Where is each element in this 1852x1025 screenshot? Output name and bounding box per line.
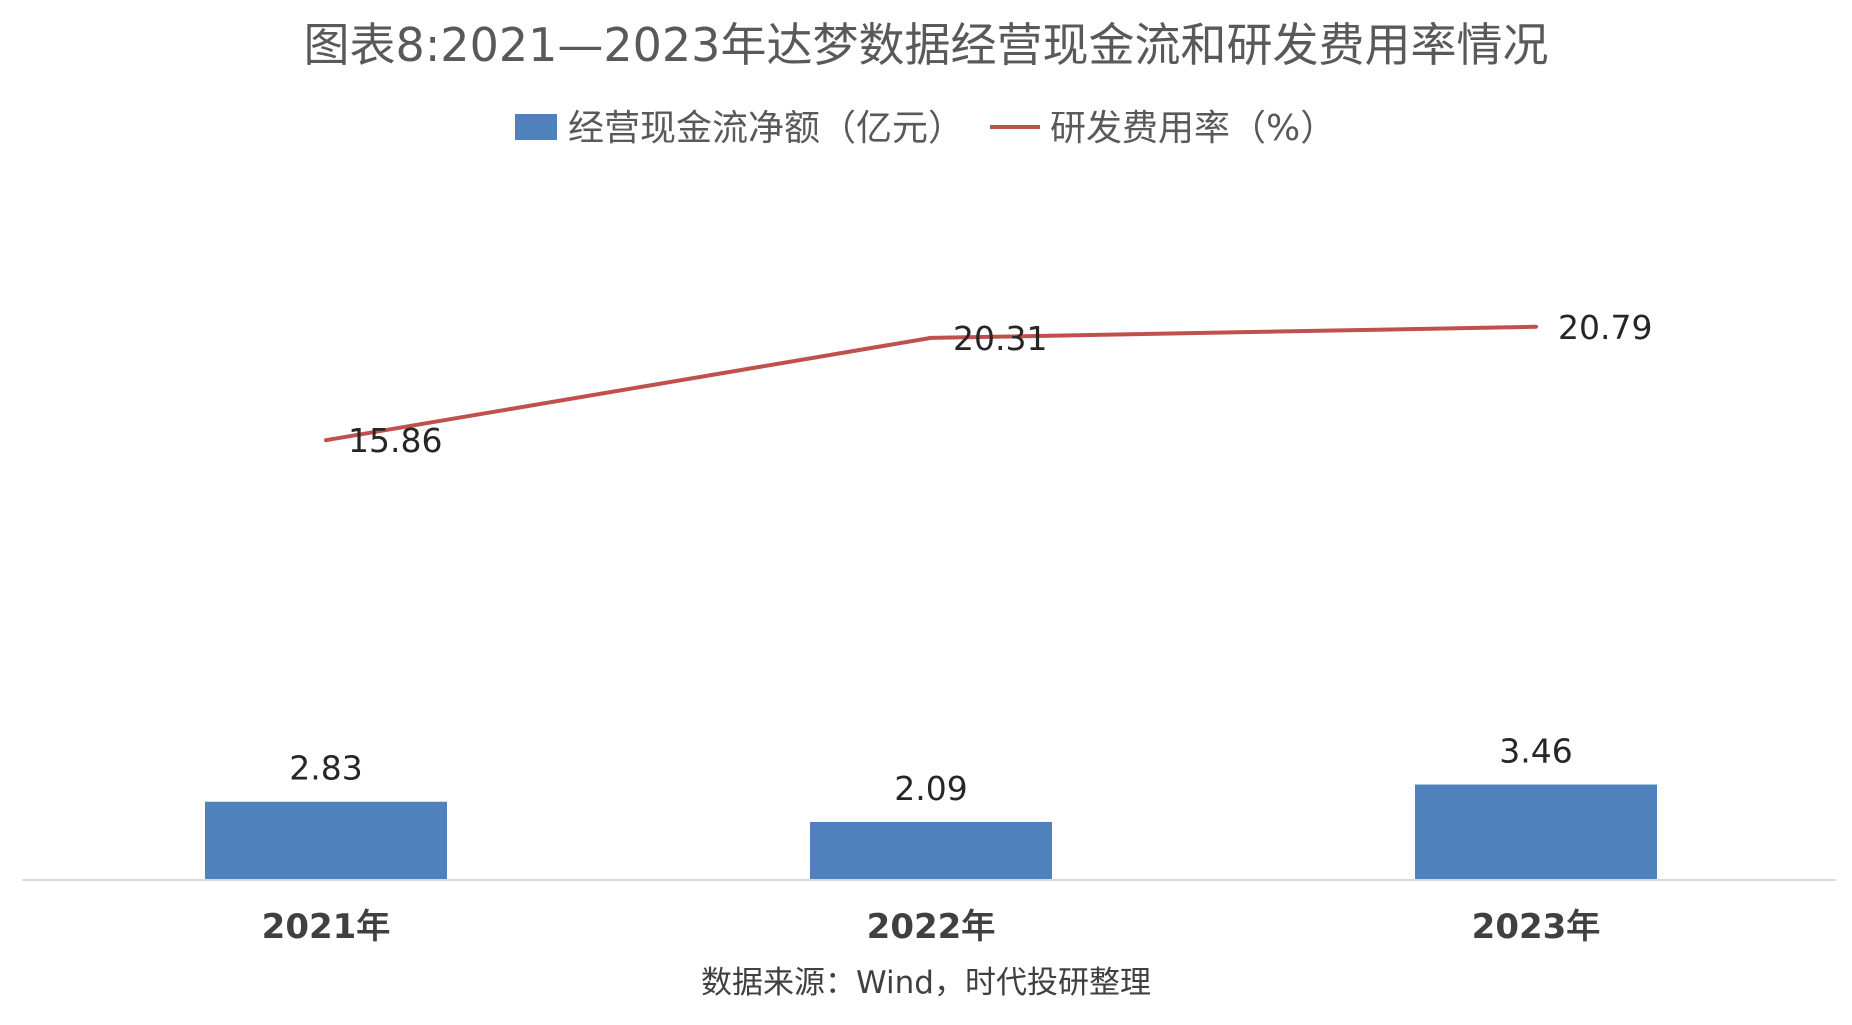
legend: 经营现金流净额（亿元） 研发费用率（%） [515, 108, 1336, 149]
line-value-label-2: 20.79 [1558, 308, 1652, 347]
bar-value-label-1: 2.09 [894, 769, 967, 808]
bar-value-label-0: 2.83 [289, 749, 362, 788]
category-label-2: 2023年 [1472, 907, 1601, 947]
line-value-label-0: 15.86 [348, 421, 442, 460]
legend-bar-label: 经营现金流净额（亿元） [568, 108, 964, 149]
bar-1 [810, 821, 1052, 879]
legend-line-label: 研发费用率（%） [1050, 108, 1336, 149]
bar-2 [1415, 784, 1657, 879]
category-labels: 2021年 2022年 2023年 [262, 907, 1601, 947]
bar-series: 2.83 2.09 3.46 [205, 732, 1657, 879]
line-series: 15.86 20.31 20.79 [324, 308, 1652, 460]
source-note: 数据来源：Wind，时代投研整理 [701, 965, 1151, 1001]
bar-0 [205, 801, 447, 879]
line-value-label-1: 20.31 [953, 319, 1047, 358]
line-point-0 [324, 438, 328, 443]
category-label-0: 2021年 [262, 907, 391, 947]
bar-value-label-2: 3.46 [1499, 732, 1572, 771]
legend-bar-swatch [515, 114, 557, 140]
line-point-2 [1534, 324, 1538, 329]
line-path [325, 324, 1537, 443]
line-point-1 [929, 335, 933, 340]
category-label-1: 2022年 [867, 907, 996, 947]
chart-title: 图表8:2021—2023年达梦数据经营现金流和研发费用率情况 [304, 18, 1549, 72]
